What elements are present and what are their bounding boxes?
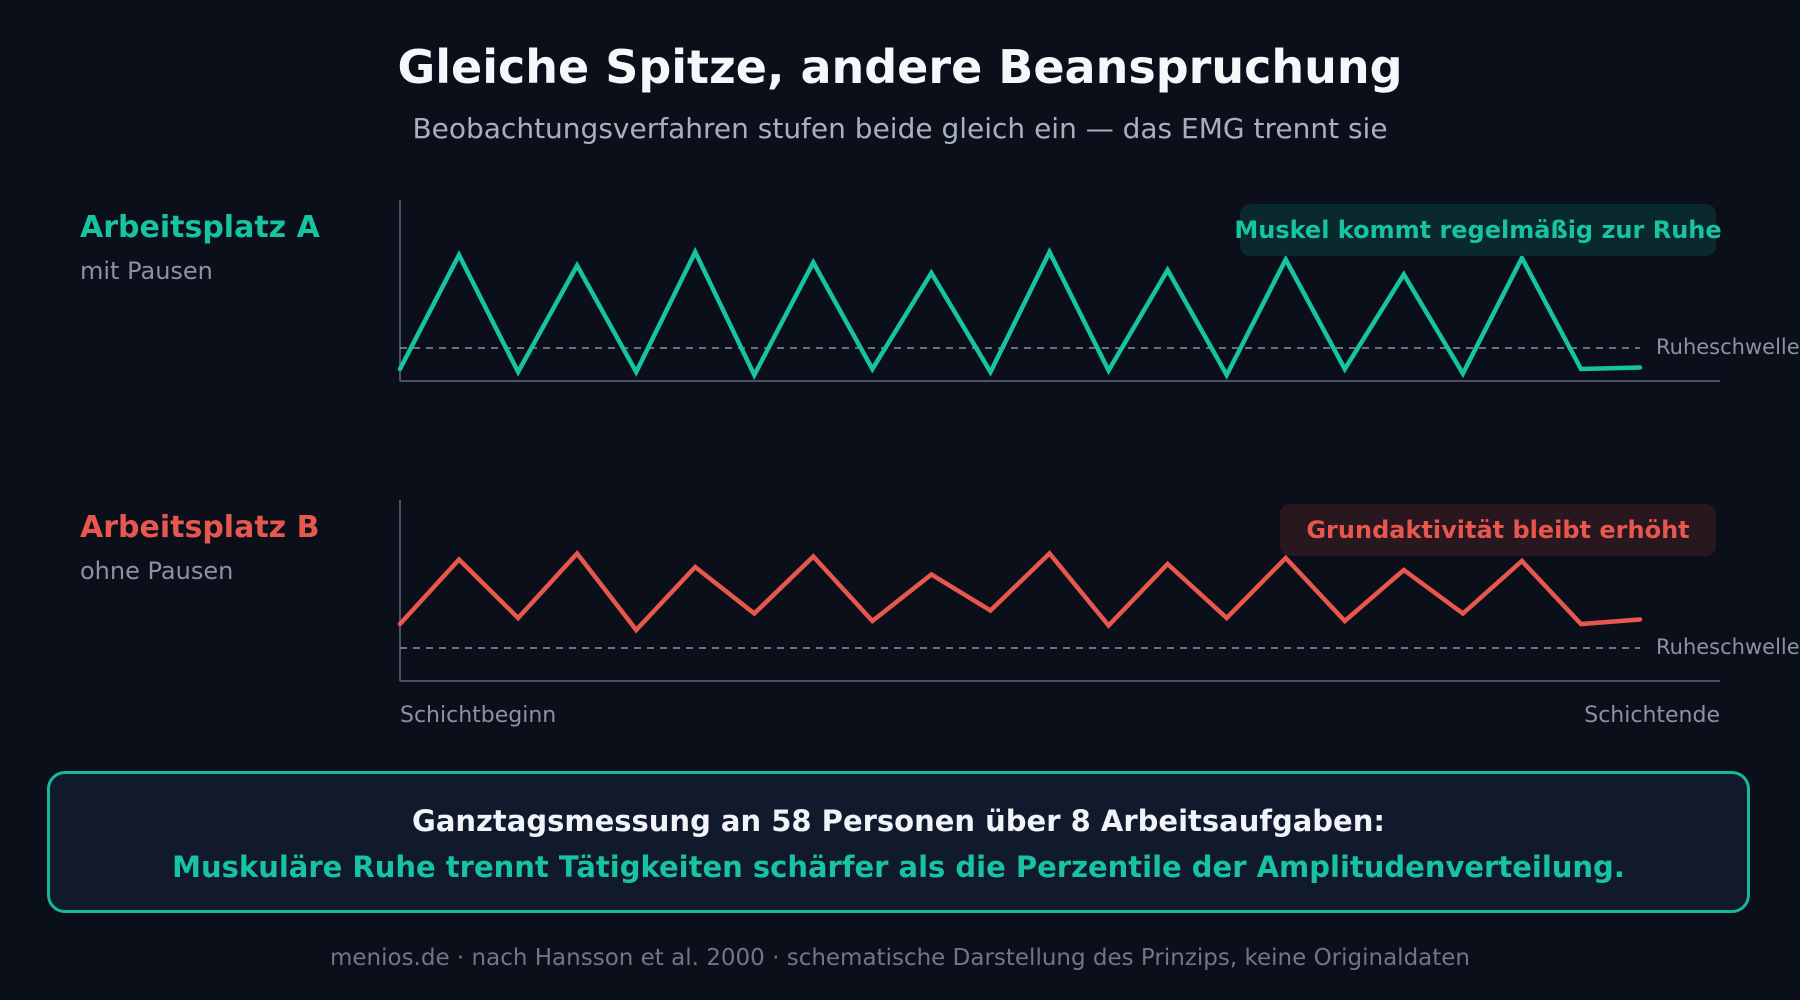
x-axis-end-label: Schichtende: [1584, 703, 1720, 728]
panel-a-threshold-label: Ruheschwelle: [1656, 335, 1800, 359]
panel-b-series-line: [397, 550, 1643, 634]
panel-a-sublabel: mit Pausen: [80, 257, 213, 285]
summary-box: Ganztagsmessung an 58 Personen über 8 Ar…: [47, 771, 1750, 913]
emg-chart: Ruheschwelle Muskel kommt regelmäßig zur…: [397, 200, 1800, 728]
panel-a-annotation-badge: [1240, 204, 1716, 256]
panel-b-sublabel: ohne Pausen: [80, 557, 234, 585]
panel-b-annotation: Grundaktivität bleibt erhöht: [1306, 516, 1689, 544]
panel-b-annotation-badge: [1280, 504, 1716, 556]
panel-a-label: Arbeitsplatz A: [80, 210, 320, 245]
footer-source: menios.de · nach Hansson et al. 2000 · s…: [329, 945, 1471, 971]
panel-a: Ruheschwelle Muskel kommt regelmäßig zur…: [397, 200, 1800, 382]
panel-a-annotation: Muskel kommt regelmäßig zur Ruhe: [1234, 216, 1721, 244]
panel-b-label: Arbeitsplatz B: [80, 510, 320, 545]
chart-title: Gleiche Spitze, andere Beanspruchung: [397, 40, 1403, 94]
summary-line-2: Muskuläre Ruhe trennt Tätigkeiten schärf…: [172, 850, 1625, 884]
panel-a-series-line: [397, 246, 1643, 381]
panel-b: Ruheschwelle Grundaktivität bleibt erhöh…: [397, 500, 1800, 682]
x-axis-start-label: Schichtbeginn: [400, 703, 556, 728]
summary-line-1: Ganztagsmessung an 58 Personen über 8 Ar…: [412, 804, 1385, 838]
chart-subtitle: Beobachtungsverfahren stufen beide gleic…: [412, 112, 1388, 145]
panel-b-threshold-label: Ruheschwelle: [1656, 635, 1800, 659]
